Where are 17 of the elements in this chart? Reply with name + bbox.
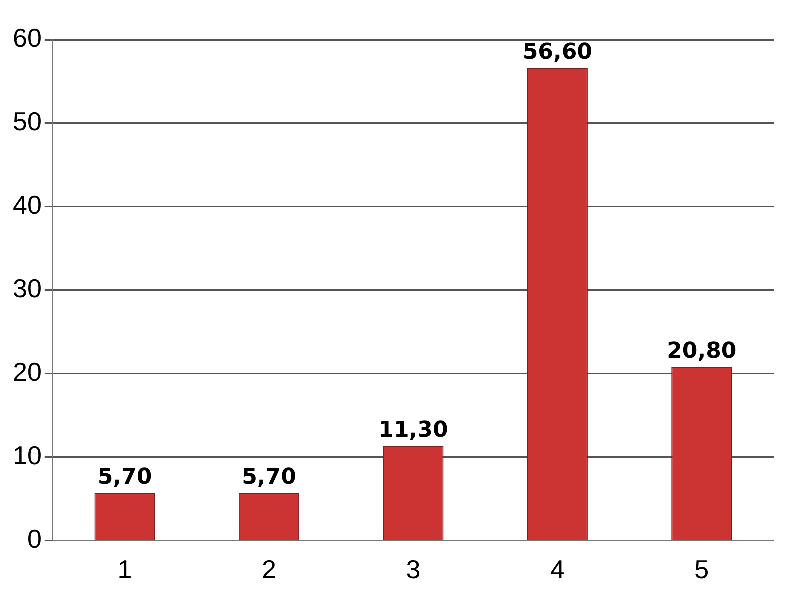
x-tick-label: 3 bbox=[406, 554, 421, 585]
y-tick-label: 30 bbox=[13, 274, 42, 304]
y-tick-label: 20 bbox=[13, 357, 42, 388]
y-tick-label: 10 bbox=[13, 440, 42, 471]
y-tick-label: 40 bbox=[13, 190, 42, 220]
x-tick-label: 2 bbox=[262, 554, 276, 585]
data-label: 5,70 bbox=[98, 464, 152, 490]
x-tick-label: 1 bbox=[118, 554, 132, 585]
x-tick-label: 5 bbox=[694, 554, 710, 585]
data-label: 56,60 bbox=[522, 40, 592, 66]
y-tick-label: 0 bbox=[27, 524, 42, 554]
data-label: 5,70 bbox=[242, 464, 296, 490]
data-label: 11,30 bbox=[378, 418, 448, 444]
data-label: 20,80 bbox=[667, 338, 737, 364]
y-tick-label: 50 bbox=[13, 106, 42, 137]
x-tick-label: 4 bbox=[550, 554, 565, 585]
y-tick-label: 60 bbox=[13, 23, 42, 54]
